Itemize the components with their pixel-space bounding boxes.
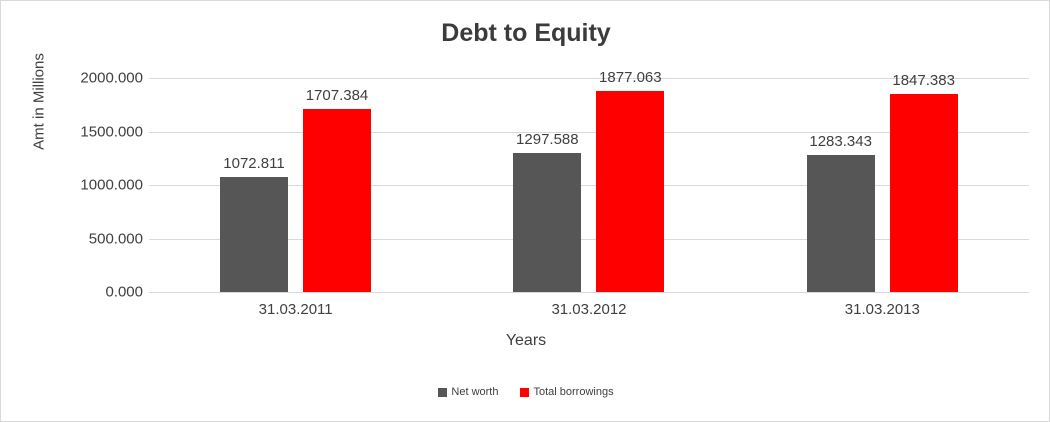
y-axis-tick-labels: 0.000 500.000 1000.000 1500.000 2000.000 (31, 70, 143, 301)
legend-item-net-worth[interactable]: Net worth (438, 386, 498, 398)
y-axis-tick-label: 500.000 (88, 230, 143, 247)
y-axis-tick-label: 1500.000 (80, 123, 143, 140)
bar-value-label: 1297.588 (516, 131, 579, 149)
chart-legend: Net worth Total borrowings (1, 386, 1049, 398)
y-axis-tick-label: 0.000 (105, 283, 143, 301)
legend-item-total-borrowings[interactable]: Total borrowings (520, 386, 614, 398)
legend-swatch-icon (520, 387, 530, 397)
gridline (149, 78, 1029, 79)
x-axis-tick-label: 31.03.2013 (844, 301, 920, 318)
bar-value-label: 1707.384 (305, 87, 369, 105)
legend-label: Net worth (451, 386, 499, 398)
bar-group: 1283.343 1847.383 (736, 72, 1029, 292)
y-axis-tick-label: 2000.000 (80, 69, 143, 87)
bar-value-label: 1877.063 (599, 69, 662, 87)
bar-net-worth[interactable]: 1283.343 (806, 133, 875, 292)
bar-group: 1297.588 1877.063 (442, 69, 735, 292)
bar-total-borrowings[interactable]: 1707.384 (303, 87, 371, 292)
chart-title: Debt to Equity (441, 19, 611, 47)
x-axis-tick-label: 31.03.2012 (551, 301, 627, 318)
bar-total-borrowings[interactable]: 1877.063 (596, 69, 665, 292)
y-axis-tick-label: 1000.000 (80, 176, 143, 194)
bar-net-worth[interactable]: 1072.811 (220, 155, 288, 292)
plot-area: 1072.811 1707.384 1297.588 1877.063 1283.343… (149, 69, 1029, 293)
bar-value-label: 1847.383 (892, 72, 955, 90)
bar-group: 1072.811 1707.384 (149, 78, 442, 292)
x-axis-tick-label: 31.03.2011 (258, 301, 333, 318)
bar-total-borrowings[interactable]: 1847.383 (889, 72, 958, 292)
gridline (149, 185, 1029, 186)
x-axis-tick-labels: 31.03.2011 31.03.2012 31.03.2013 (149, 301, 1029, 323)
gridline (149, 131, 1029, 133)
x-axis-title: Years (505, 332, 547, 349)
bar-net-worth[interactable]: 1297.588 (513, 131, 582, 292)
gridline (149, 238, 1029, 240)
legend-swatch-icon (438, 387, 448, 397)
bar-value-label: 1072.811 (223, 155, 285, 173)
legend-label: Total borrowings (533, 386, 614, 398)
bar-value-label: 1283.343 (809, 132, 872, 150)
gridline (149, 292, 1029, 293)
